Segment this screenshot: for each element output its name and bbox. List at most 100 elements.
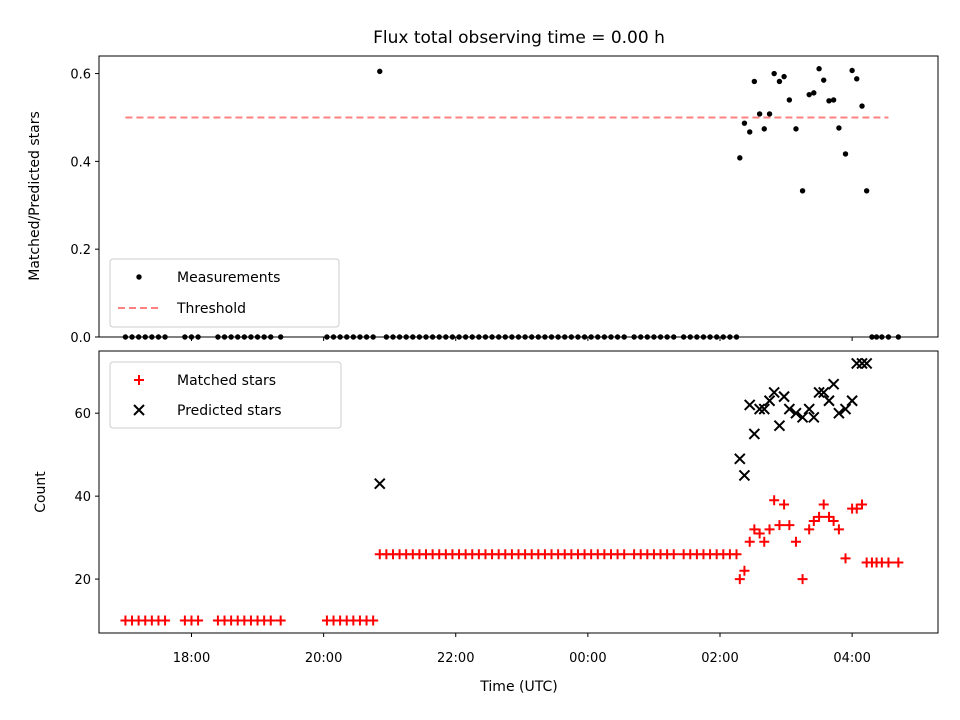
matched-star-point [883, 557, 894, 568]
predicted-star-point [808, 411, 820, 424]
legend-label: Threshold [176, 301, 246, 317]
matched-star-point [759, 536, 770, 547]
predicted-star-point [753, 403, 766, 415]
predicted-star-point [768, 386, 780, 399]
measurement-point [811, 90, 817, 96]
matched-star-point [749, 524, 760, 535]
predicted-star-point [763, 395, 776, 407]
measurement-point [849, 67, 855, 74]
predicted-star-point [860, 357, 873, 370]
predicted-star-point [778, 390, 790, 403]
predicted-star-point [846, 395, 858, 407]
bottom-y-tick-label: 40 [74, 490, 91, 505]
top-axes-frame [98, 55, 939, 338]
measurement-point [816, 66, 822, 72]
matched-star-point [828, 516, 839, 527]
matched-star-point [833, 524, 844, 535]
predicted-star-point [851, 357, 863, 370]
predicted-star-point [734, 453, 746, 465]
predicted-star-point [374, 477, 386, 490]
measurement-point [737, 155, 743, 161]
matched-star-point [734, 574, 745, 585]
matched-star-point [731, 549, 742, 560]
measurement-point [830, 97, 837, 103]
legend-label: Measurements [177, 270, 280, 286]
measurement-point [781, 73, 787, 80]
measurement-point [766, 111, 773, 117]
matched-star-point [368, 615, 379, 626]
x-axis-label: Time (UTC) [479, 679, 557, 695]
measurement-point [761, 126, 767, 132]
legend-marker [133, 404, 145, 416]
predicted-star-point [818, 386, 830, 399]
predicted-star-point [813, 386, 825, 399]
bottom-plot: 20 40 60 18:00 20:00 22:00 00:00 02:00 04:00 Matc… [74, 350, 939, 666]
measurement-point [741, 120, 748, 126]
matched-star-point [619, 549, 630, 560]
top-plot: 0.0 0.2 0.4 0.6 Measurements Threshold [70, 55, 939, 346]
matched-star-point [797, 574, 808, 585]
matched-star-point [814, 511, 825, 522]
matched-star-point [808, 516, 819, 527]
matched-star-point [790, 536, 801, 547]
measurement-point [771, 70, 777, 77]
bottom-y-axis-label: Count [33, 471, 49, 513]
measurement-point [747, 129, 753, 135]
predicted-star-point [856, 357, 868, 370]
matched-star-point [275, 615, 286, 626]
matched-star-point [744, 536, 755, 547]
matched-star-point [764, 524, 775, 535]
bottom-legend: Matched stars Predicted stars [109, 361, 342, 429]
predicted-star-point [833, 407, 845, 419]
measurement-point [799, 188, 806, 194]
predicted-star-point [773, 419, 786, 432]
top-marks [122, 66, 902, 340]
legend-label: Predicted stars [177, 403, 282, 419]
matched-star-point [784, 520, 795, 531]
matched-star-point [739, 565, 750, 576]
predicted-star-point [803, 403, 815, 415]
top-y-tick-label: 0.6 [70, 68, 91, 83]
matched-star-point [668, 549, 679, 560]
predicted-star-point [744, 399, 756, 411]
bottom-y-tick-label: 60 [74, 407, 91, 422]
top-legend: Measurements Threshold [109, 258, 340, 328]
measurement-point [806, 91, 812, 98]
predicted-star-point [839, 403, 852, 415]
predicted-star-point [790, 407, 802, 419]
measurement-point [793, 126, 799, 132]
x-tick-label: 18:00 [173, 651, 210, 666]
predicted-star-point [796, 411, 809, 424]
measurement-point [751, 78, 758, 85]
top-y-tick-label: 0.2 [70, 243, 91, 258]
x-tick-label: 04:00 [833, 651, 870, 666]
measurement-point [863, 188, 870, 194]
top-y-tick-label: 0.0 [70, 331, 91, 346]
measurement-point [859, 103, 865, 109]
measurement-point [776, 78, 783, 85]
matched-star-point [804, 524, 815, 535]
predicted-star-point [783, 403, 796, 415]
measurement-point [854, 76, 860, 82]
matched-star-point [893, 557, 904, 568]
matched-star-point [857, 499, 868, 510]
matched-star-point [754, 528, 765, 539]
predicted-star-point [738, 469, 751, 482]
x-tick-label: 20:00 [305, 651, 342, 666]
matched-star-point [851, 503, 862, 514]
predicted-star-point [758, 403, 770, 415]
x-tick-label: 22:00 [437, 651, 474, 666]
measurement-point [821, 77, 827, 83]
measurement-point [756, 111, 763, 117]
top-y-axis-label: Matched/Predicted stars [27, 111, 43, 281]
matched-star-point [818, 499, 829, 510]
bottom-marks [120, 357, 904, 626]
matched-star-point [840, 553, 851, 564]
measurement-point [377, 68, 383, 75]
x-tick-label: 00:00 [569, 651, 606, 666]
x-tick-label: 02:00 [701, 651, 738, 666]
measurement-point [842, 151, 849, 157]
bottom-y-tick-label: 20 [74, 573, 91, 588]
matched-star-point [769, 495, 780, 506]
